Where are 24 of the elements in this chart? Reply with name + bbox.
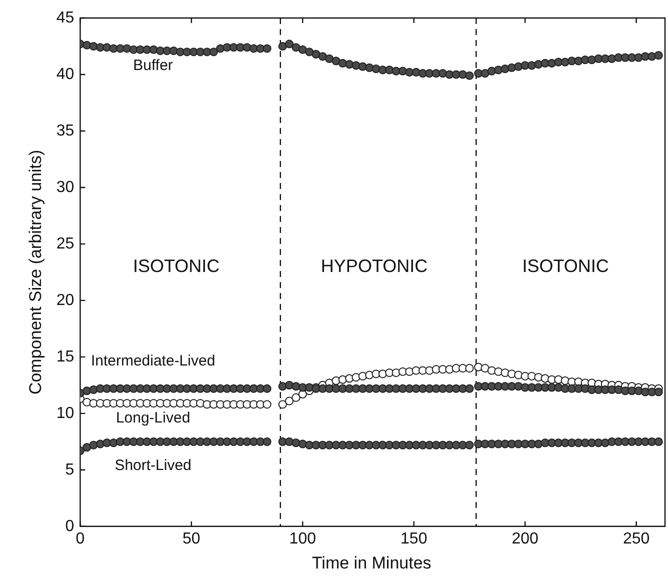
series-label: Short-Lived <box>114 456 192 474</box>
y-tick-label: 10 <box>56 404 74 422</box>
y-tick-label: 30 <box>56 178 74 196</box>
y-tick-label: 20 <box>56 292 74 309</box>
series-label: Intermediate-Lived <box>90 352 216 370</box>
x-tick-label: 50 <box>182 530 200 548</box>
y-tick-label: 15 <box>56 348 74 366</box>
y-axis-title: Component Size (arbitrary units) <box>26 150 45 395</box>
x-axis-title: Time in Minutes <box>312 553 432 572</box>
annotation: HYPOTONIC <box>320 256 428 276</box>
annotation: ISOTONIC <box>522 256 609 276</box>
x-tick-label: 200 <box>512 530 539 548</box>
x-tick-label: 100 <box>289 530 316 548</box>
x-tick-label: 150 <box>400 530 428 548</box>
y-tick-label: 40 <box>56 66 74 83</box>
y-tick-label: 35 <box>56 122 74 140</box>
y-tick-label: 0 <box>65 518 74 535</box>
y-tick-label: 25 <box>56 235 74 252</box>
x-tick-label: 250 <box>622 530 650 548</box>
series-label: Buffer <box>133 56 173 74</box>
y-tick-label: 5 <box>65 461 74 478</box>
series-label: Long-Lived <box>116 409 190 426</box>
y-tick-label: 45 <box>56 9 74 26</box>
annotation: ISOTONIC <box>132 256 220 276</box>
